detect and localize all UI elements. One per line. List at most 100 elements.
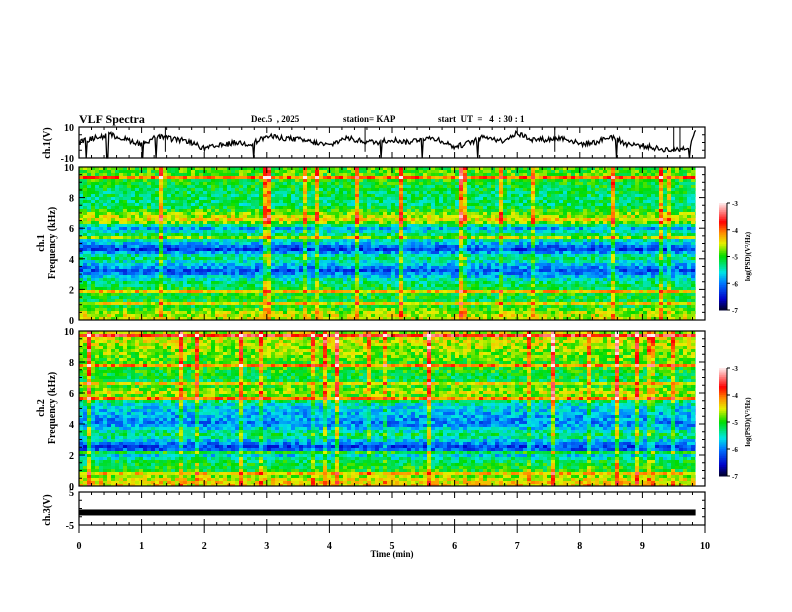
spectrogram-cell: [259, 173, 263, 176]
spectrogram-cell: [519, 188, 523, 191]
spectrogram-cell: [575, 233, 579, 236]
spectrogram-cell: [691, 170, 695, 173]
spectrogram-cell: [651, 218, 655, 221]
spectrogram-cell: [511, 260, 515, 263]
spectrogram-cell: [379, 179, 383, 182]
spectrogram-cell: [267, 218, 271, 221]
spectrogram-cell: [527, 197, 531, 200]
spectrogram-cell: [347, 182, 351, 185]
spectrogram-cell: [179, 200, 183, 203]
spectrogram-cell: [559, 239, 563, 242]
spectrogram-cell: [415, 170, 419, 173]
spectrogram-cell: [291, 254, 295, 257]
spectrogram-cell: [175, 251, 179, 254]
spectrogram-cell: [367, 248, 371, 251]
spectrogram-cell: [471, 179, 475, 182]
spectrogram-cell: [607, 194, 611, 197]
spectrogram-cell: [171, 236, 175, 239]
spectrogram-cell: [547, 173, 551, 176]
spectrogram-cell: [543, 236, 547, 239]
spectrogram-cell: [115, 206, 119, 209]
spectrogram-cell: [419, 176, 423, 179]
spectrogram-cell: [463, 245, 467, 248]
spectrogram-cell: [311, 200, 315, 203]
spectrogram-cell: [211, 212, 215, 215]
spectrogram-cell: [535, 212, 539, 215]
spectrogram-cell: [383, 170, 387, 173]
spectrogram-cell: [339, 260, 343, 263]
spectrogram-cell: [591, 182, 595, 185]
spectrogram-cell: [167, 176, 171, 179]
spectrogram-cell: [203, 206, 207, 209]
spectrogram-cell: [219, 224, 223, 227]
spectrogram-cell: [215, 173, 219, 176]
spectrogram-cell: [99, 182, 103, 185]
spectrogram-cell: [103, 179, 107, 182]
spectrogram-cell: [431, 224, 435, 227]
spectrogram-cell: [463, 173, 467, 176]
spectrogram-cell: [371, 218, 375, 221]
spectrogram-cell: [167, 209, 171, 212]
spectrogram-cell: [475, 200, 479, 203]
spectrogram-cell: [291, 206, 295, 209]
spectrogram-cell: [543, 206, 547, 209]
spectrogram-cell: [503, 176, 507, 179]
spectrogram-cell: [211, 176, 215, 179]
spectrogram-cell: [339, 173, 343, 176]
spectrogram-cell: [663, 176, 667, 179]
spectrogram-cell: [291, 251, 295, 254]
spectrogram-cell: [431, 212, 435, 215]
spectrogram-cell: [379, 248, 383, 251]
spectrogram-cell: [651, 254, 655, 257]
spectrogram-cell: [563, 239, 567, 242]
spectrogram-cell: [671, 206, 675, 209]
spectrogram-cell: [403, 251, 407, 254]
spectrogram-cell: [459, 242, 463, 245]
spectrogram-cell: [103, 194, 107, 197]
spectrogram-cell: [319, 260, 323, 263]
spectrogram-cell: [159, 236, 163, 239]
spectrogram-cell: [239, 257, 243, 260]
spectrogram-cell: [559, 185, 563, 188]
spectrogram-cell: [287, 191, 291, 194]
spectrogram-cell: [451, 188, 455, 191]
spectrogram-cell: [531, 230, 535, 233]
spectrogram-cell: [643, 191, 647, 194]
spectrogram-cell: [175, 182, 179, 185]
spectrogram-cell: [415, 182, 419, 185]
spectrogram-cell: [691, 194, 695, 197]
spectrogram-cell: [291, 224, 295, 227]
spectrogram-cell: [295, 221, 299, 224]
spectrogram-cell: [175, 209, 179, 212]
spectrogram-cell: [275, 251, 279, 254]
spectrogram-cell: [319, 239, 323, 242]
spectrogram-cell: [167, 182, 171, 185]
spectrogram-cell: [579, 203, 583, 206]
spectrogram-cell: [287, 200, 291, 203]
spectrogram-cell: [595, 230, 599, 233]
spectrogram-cell: [547, 212, 551, 215]
spectrogram-cell: [499, 251, 503, 254]
spectrogram-cell: [447, 218, 451, 221]
spectrogram-cell: [575, 173, 579, 176]
spectrogram-cell: [263, 224, 267, 227]
spectrogram-cell: [443, 239, 447, 242]
spectrogram-cell: [83, 233, 87, 236]
spectrogram-cell: [339, 239, 343, 242]
spectrogram-cell: [615, 176, 619, 179]
spectrogram-cell: [639, 209, 643, 212]
spectrogram-cell: [363, 185, 367, 188]
spectrogram-cell: [119, 230, 123, 233]
spectrogram-cell: [259, 233, 263, 236]
spectrogram-cell: [567, 209, 571, 212]
spectrogram-cell: [223, 173, 227, 176]
spectrogram-cell: [211, 191, 215, 194]
spectrogram-cell: [83, 167, 87, 170]
spectrogram-cell: [475, 206, 479, 209]
spectrogram-cell: [155, 185, 159, 188]
spectrogram-cell: [175, 194, 179, 197]
spectrogram-cell: [575, 209, 579, 212]
spectrogram-cell: [99, 254, 103, 257]
spectrogram-cell: [119, 236, 123, 239]
spectrogram-cell: [287, 251, 291, 254]
